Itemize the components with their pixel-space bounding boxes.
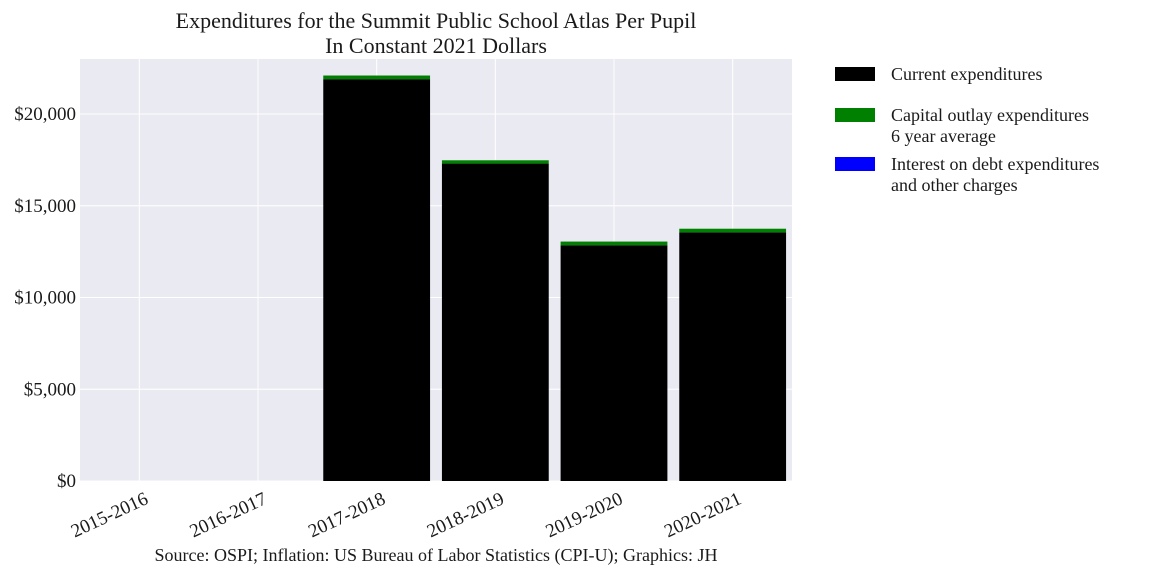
y-tick-label: $0 <box>57 471 76 492</box>
legend-label: Current expenditures <box>891 64 1042 84</box>
plot-area <box>80 59 792 481</box>
x-tick-label: 2016-2017 <box>187 488 270 542</box>
legend-label: 6 year average <box>891 126 996 146</box>
bar-2020-2021-series-1 <box>679 228 787 233</box>
x-tick-label: 2015-2016 <box>68 488 151 542</box>
legend-item: Current expenditures <box>835 64 1042 84</box>
y-tick-label: $20,000 <box>14 104 76 125</box>
y-tick-label: $10,000 <box>14 288 76 309</box>
x-tick-label: 2018-2019 <box>424 488 507 542</box>
bar-2018-2019-series-1 <box>441 160 549 164</box>
legend-swatch <box>835 67 875 81</box>
bar-2017-2018-series-0 <box>323 79 431 481</box>
legend-swatch <box>835 157 875 171</box>
legend-label: and other charges <box>891 175 1018 195</box>
y-tick-label: $15,000 <box>14 196 76 217</box>
legend-label: Capital outlay expenditures <box>891 105 1089 125</box>
bar-2019-2020-series-0 <box>560 245 668 481</box>
x-axis: 2015-2016 2016-2017 2017-2018 2018-2019 2019… <box>68 488 745 542</box>
legend-label: Interest on debt expenditures <box>891 154 1099 174</box>
bar-2019-2020-series-1 <box>560 241 668 246</box>
y-axis: $0 $5,000 $10,000 $15,000 $20,000 <box>14 104 76 492</box>
x-tick-label: 2019-2020 <box>543 488 626 542</box>
legend: Current expenditures Capital outlay expen… <box>835 64 1099 195</box>
bar-2020-2021-series-0 <box>679 232 787 481</box>
bar-2018-2019-series-0 <box>441 163 549 481</box>
y-tick-label: $5,000 <box>24 379 76 400</box>
legend-swatch <box>835 108 875 122</box>
chart-title: Expenditures for the Summit Public Schoo… <box>176 8 697 33</box>
x-tick-label: 2020-2021 <box>661 488 744 542</box>
chart-subtitle: In Constant 2021 Dollars <box>325 33 547 58</box>
source-note: Source: OSPI; Inflation: US Bureau of La… <box>155 545 718 566</box>
bars <box>323 75 787 481</box>
bar-2017-2018-series-1 <box>323 75 431 80</box>
x-tick-label: 2017-2018 <box>305 488 388 542</box>
